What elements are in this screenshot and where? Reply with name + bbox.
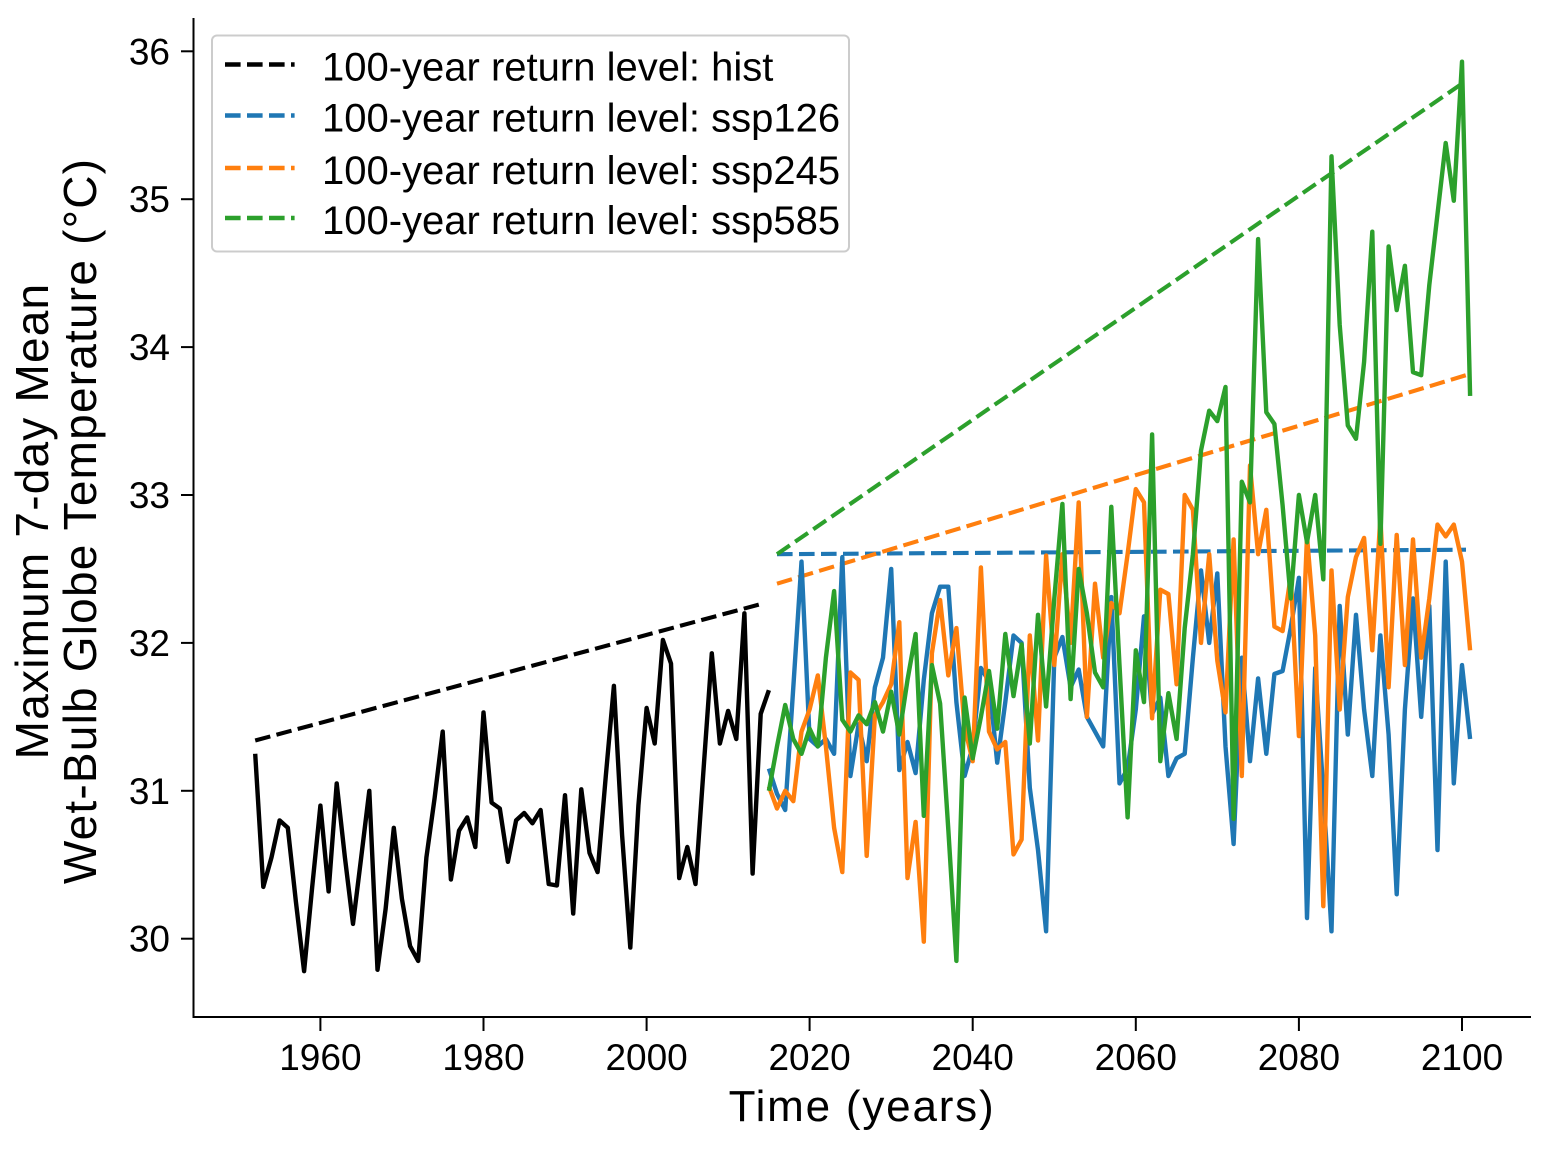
svg-text:Wet-Bulb Globe Temperature (°C: Wet-Bulb Globe Temperature (°C)	[54, 158, 106, 884]
svg-text:30: 30	[129, 919, 170, 960]
svg-text:100-year return level: ssp245: 100-year return level: ssp245	[322, 149, 840, 193]
svg-text:Maximum 7-day Mean: Maximum 7-day Mean	[6, 283, 58, 760]
svg-text:1980: 1980	[442, 1037, 524, 1078]
svg-text:35: 35	[129, 179, 170, 220]
svg-text:32: 32	[129, 623, 170, 664]
svg-text:2060: 2060	[1095, 1037, 1177, 1078]
svg-text:Time (years): Time (years)	[729, 1082, 996, 1131]
svg-text:1960: 1960	[279, 1037, 361, 1078]
svg-text:33: 33	[129, 475, 170, 516]
svg-text:100-year return level: hist: 100-year return level: hist	[322, 46, 773, 90]
svg-text:31: 31	[129, 771, 170, 812]
svg-text:2080: 2080	[1258, 1037, 1340, 1078]
svg-text:34: 34	[129, 327, 170, 368]
svg-text:2020: 2020	[768, 1037, 850, 1078]
svg-text:2100: 2100	[1421, 1037, 1503, 1078]
svg-text:100-year return level: ssp126: 100-year return level: ssp126	[322, 97, 840, 141]
svg-text:36: 36	[129, 31, 170, 72]
svg-text:2000: 2000	[605, 1037, 687, 1078]
svg-text:2040: 2040	[932, 1037, 1014, 1078]
svg-text:100-year return level: ssp585: 100-year return level: ssp585	[322, 199, 840, 243]
